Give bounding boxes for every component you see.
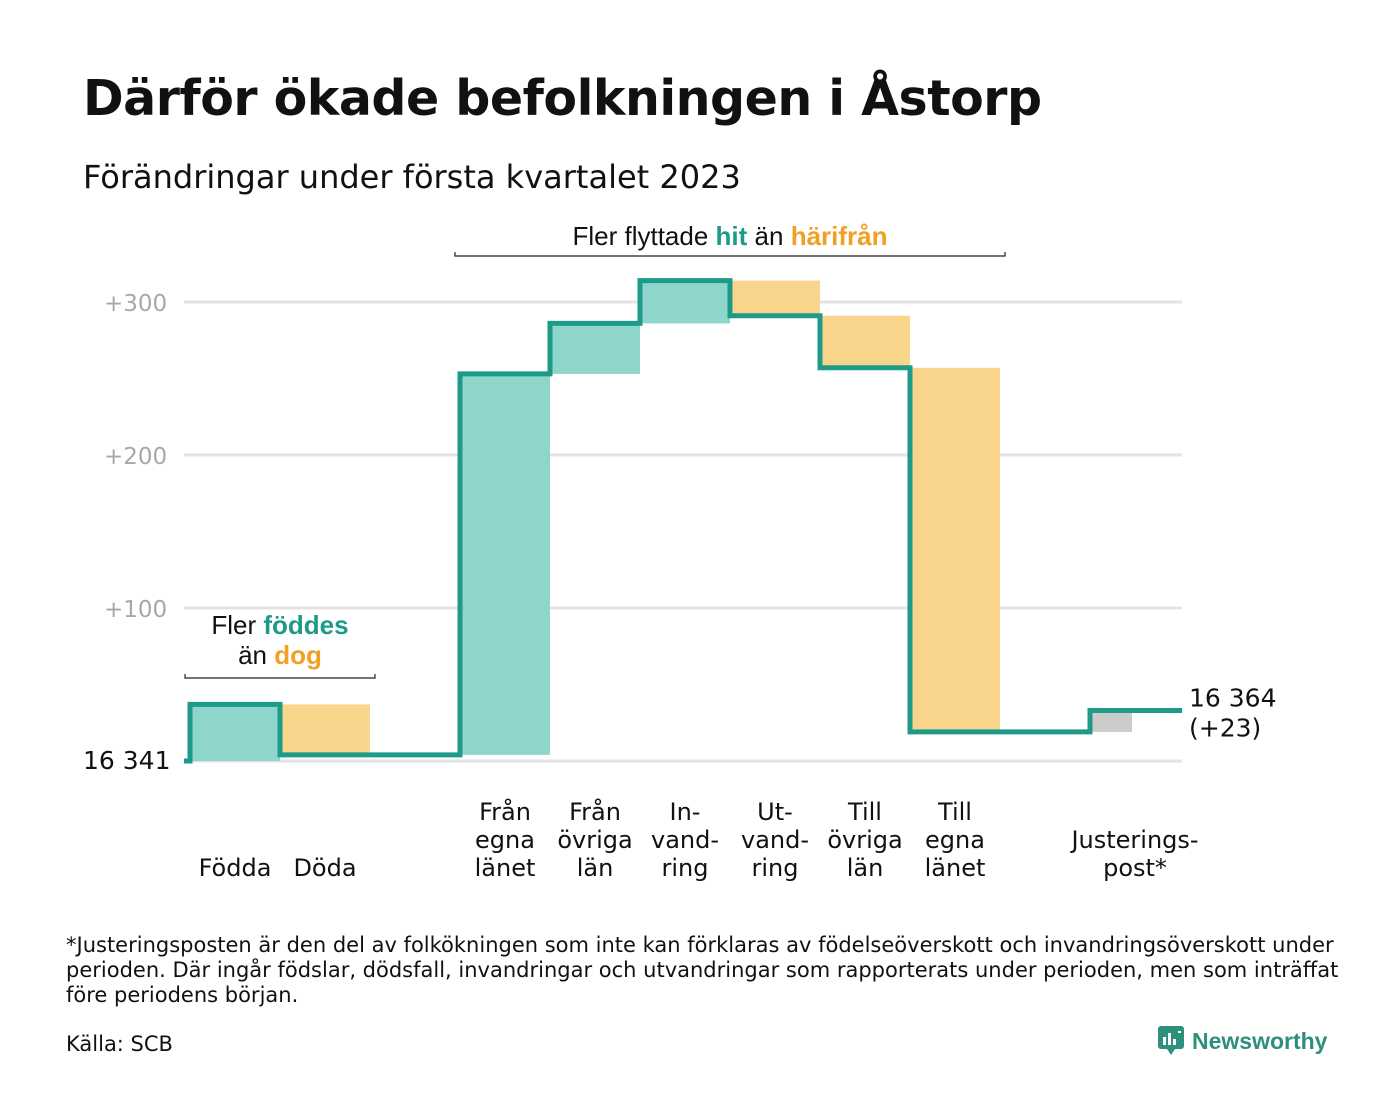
category-label: Från egna länet (475, 797, 536, 882)
category-label: Döda (293, 854, 356, 882)
annotation-bracket-migration (454, 252, 1006, 257)
end-value-label: 16 364 (1189, 684, 1276, 713)
category-label: Födda (199, 854, 272, 882)
label-layer: Födda Döda Från egna länet Från övriga län In-va… (83, 684, 1276, 882)
bar-increase (460, 373, 550, 755)
footnote: *Justeringsposten är den del av folkökni… (66, 933, 1339, 1007)
annotation-births-deaths: Fler föddes (211, 610, 348, 640)
brand-name: Newsworthy (1192, 1027, 1328, 1054)
chart-subtitle: Förändringar under första kvartalet 2023 (83, 158, 741, 196)
chart-title: Därför ökade befolkningen i Åstorp (83, 70, 1042, 127)
y-tick-label: +200 (104, 444, 167, 470)
grid-layer: +100 +200 +300 (104, 291, 1182, 763)
category-label: Justerings-post* (1069, 826, 1198, 882)
annotation-migration: Fler flyttade hit än härifrån (572, 221, 887, 251)
bar-decrease (730, 280, 820, 316)
category-label: In-vand-ring (651, 798, 719, 882)
category-label: Ut-vand-ring (741, 798, 809, 882)
bar-decrease (820, 315, 910, 368)
annotation-births-deaths-line2: än dog (238, 640, 322, 670)
line-layer (184, 278, 1182, 764)
bar-increase (550, 323, 640, 374)
annotation-bracket-births-deaths (184, 674, 376, 679)
category-label: Till övriga län (827, 798, 902, 882)
start-value-label: 16 341 (83, 746, 170, 775)
end-change-label: (+23) (1189, 714, 1261, 743)
category-label: Till egna länet (925, 798, 986, 882)
bar-increase (190, 704, 280, 761)
bar-layer (190, 280, 1132, 761)
y-tick-label: +100 (104, 597, 167, 623)
bar-adjustment (1090, 710, 1132, 732)
source-note: Källa: SCB (66, 1032, 173, 1056)
bar-increase (640, 280, 730, 324)
newsworthy-logo-icon (1158, 1026, 1184, 1055)
category-label: Från övriga län (557, 797, 632, 882)
brand: Newsworthy (1158, 1026, 1327, 1056)
bar-decrease (280, 704, 370, 755)
cumulative-step-line (184, 278, 1182, 764)
bar-decrease (910, 367, 1000, 732)
y-tick-label: +300 (104, 291, 167, 317)
